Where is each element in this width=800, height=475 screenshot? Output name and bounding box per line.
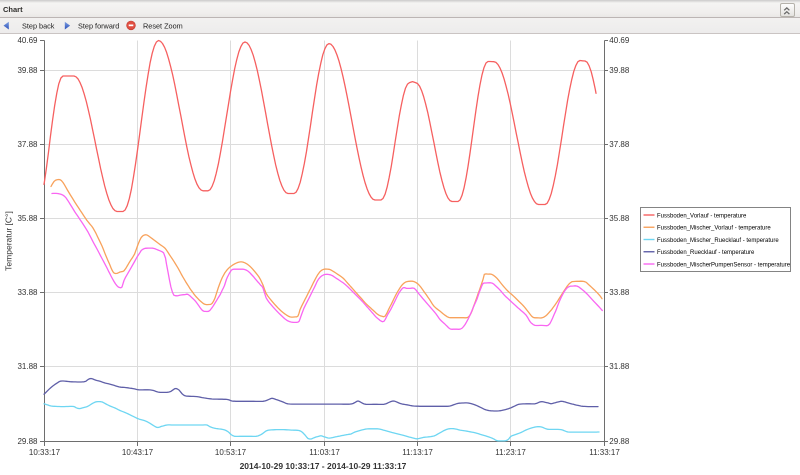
svg-text:10:53:17: 10:53:17 [215, 448, 247, 457]
svg-text:35.88: 35.88 [17, 214, 38, 223]
svg-text:Step forward: Step forward [78, 22, 119, 31]
svg-text:Fussboden_Vorlauf - temperatur: Fussboden_Vorlauf - temperature [657, 213, 747, 219]
svg-text:Reset Zoom: Reset Zoom [143, 22, 183, 31]
svg-text:39.88: 39.88 [17, 66, 38, 75]
svg-text:2014-10-29 10:33:17 - 2014-10-: 2014-10-29 10:33:17 - 2014-10-29 11:33:1… [240, 461, 407, 471]
svg-text:37.88: 37.88 [609, 140, 630, 149]
svg-text:Temperatur [C°]: Temperatur [C°] [4, 211, 14, 271]
svg-text:11:13:17: 11:13:17 [402, 448, 433, 457]
svg-text:Fussboden_Mischer_Vorlauf - te: Fussboden_Mischer_Vorlauf - temperature [657, 226, 771, 232]
svg-text:11:03:17: 11:03:17 [309, 448, 340, 457]
svg-text:35.88: 35.88 [609, 214, 630, 223]
svg-text:Fussboden_Mischer_Ruecklauf -: Fussboden_Mischer_Ruecklauf - temperatur… [657, 238, 779, 244]
svg-text:10:33:17: 10:33:17 [29, 448, 61, 457]
svg-text:31.88: 31.88 [17, 362, 38, 371]
svg-text:40.69: 40.69 [609, 36, 630, 45]
svg-text:33.88: 33.88 [609, 288, 630, 297]
svg-text:39.88: 39.88 [609, 66, 630, 75]
svg-text:29.88: 29.88 [609, 437, 630, 446]
svg-text:29.88: 29.88 [17, 437, 38, 446]
svg-text:37.88: 37.88 [17, 140, 38, 149]
svg-text:Fussboden_MischerPumpenSensor: Fussboden_MischerPumpenSensor - temperat… [657, 262, 791, 268]
svg-text:11:23:17: 11:23:17 [495, 448, 526, 457]
svg-text:Fussboden_Ruecklauf - temperat: Fussboden_Ruecklauf - temperature [657, 250, 755, 256]
svg-text:33.88: 33.88 [17, 288, 38, 297]
svg-text:40.69: 40.69 [17, 36, 38, 45]
svg-text:31.88: 31.88 [609, 362, 630, 371]
svg-text:10:43:17: 10:43:17 [122, 448, 154, 457]
svg-text:Step back: Step back [22, 22, 55, 31]
svg-text:11:33:17: 11:33:17 [589, 448, 620, 457]
